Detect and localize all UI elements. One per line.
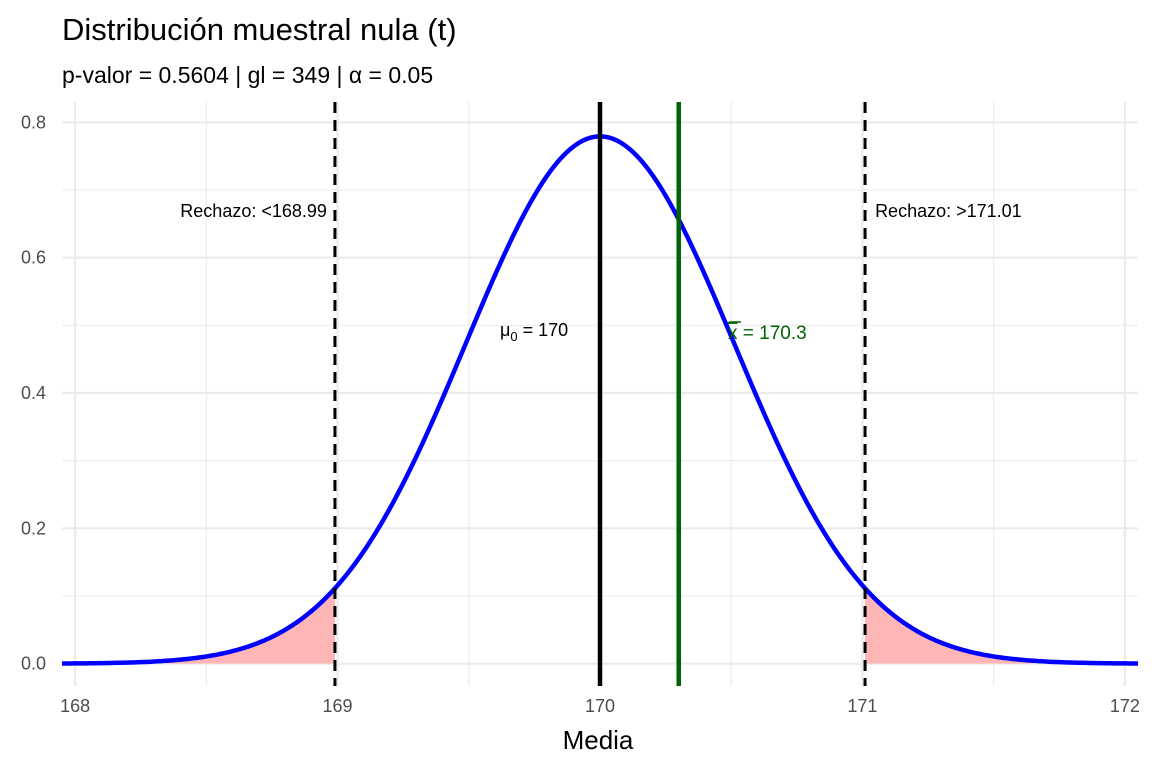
y-tick-label: 0.2 xyxy=(21,518,46,538)
chart-title: Distribución muestral nula (t) xyxy=(62,12,457,47)
x-tick-label: 168 xyxy=(60,696,90,716)
mean-label-symbol: μ xyxy=(500,320,510,340)
rejection-areas xyxy=(166,588,1034,664)
x-axis-title: Media xyxy=(563,725,634,755)
chart-subtitle: p-valor = 0.5604 | gl = 349 | α = 0.05 xyxy=(62,62,433,88)
y-tick-label: 0.6 xyxy=(21,248,46,268)
rejection-label-lower: Rechazo: <168.99 xyxy=(180,201,327,221)
sample-mean-value: = 170.3 xyxy=(738,323,807,344)
x-tick-label: 171 xyxy=(847,696,877,716)
rejection-area-right xyxy=(865,588,1034,664)
x-tick-label: 169 xyxy=(323,696,353,716)
axes: 168 169 170 171 172 0.0 0.2 0.4 0.6 0.8 xyxy=(21,112,1140,716)
sample-mean-symbol: x xyxy=(728,323,738,344)
reference-lines xyxy=(333,102,867,686)
x-tick-label: 170 xyxy=(585,696,615,716)
x-tick-label: 172 xyxy=(1110,696,1140,716)
annotations: Rechazo: <168.99 Rechazo: >171.01 μ0 = 170… xyxy=(180,201,1021,344)
mean-label: μ0 = 170 xyxy=(500,320,568,344)
y-tick-label: 0.4 xyxy=(21,383,46,403)
y-tick-label: 0.8 xyxy=(21,112,46,132)
rejection-area-left xyxy=(166,588,335,664)
y-tick-label: 0.0 xyxy=(21,654,46,674)
sample-mean-label: x = 170.3 xyxy=(728,323,807,344)
mean-label-subscript: 0 xyxy=(510,329,517,344)
mean-label-value: = 170 xyxy=(518,320,569,340)
rejection-label-upper: Rechazo: >171.01 xyxy=(875,201,1022,221)
